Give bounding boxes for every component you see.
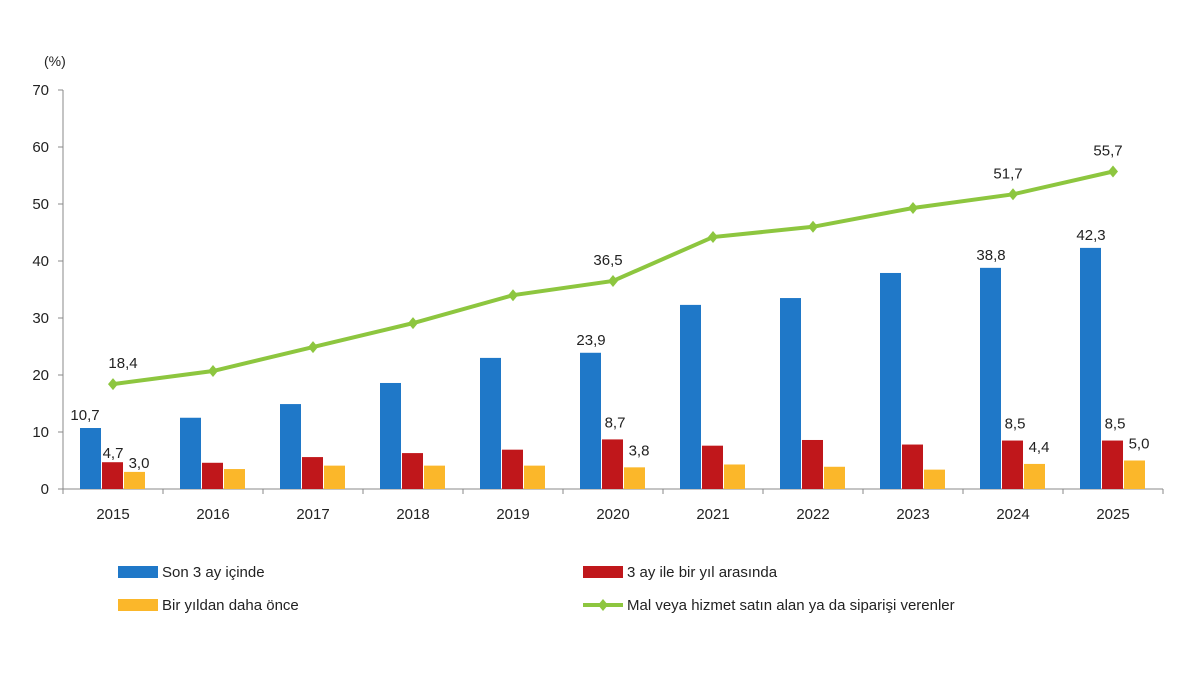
bar-bir-y-ldan-daha-nce-2016 bbox=[224, 469, 245, 489]
bar-3-ay-ile-bir-y-l-ara-2025 bbox=[1102, 440, 1123, 489]
bar-son-3-ay-i-inde-2019 bbox=[480, 357, 501, 489]
y-axis-label: (%) bbox=[44, 53, 66, 69]
line-data-label: 18,4 bbox=[108, 355, 137, 372]
y-tick-label: 10 bbox=[32, 424, 49, 441]
bar-bir-y-ldan-daha-nce-2015 bbox=[124, 471, 145, 489]
x-tick-label: 2023 bbox=[896, 506, 929, 523]
data-label: 3,8 bbox=[629, 442, 650, 459]
bar-son-3-ay-i-inde-2025 bbox=[1080, 247, 1101, 489]
bar-3-ay-ile-bir-y-l-ara-2016 bbox=[202, 462, 223, 489]
bar-bir-y-ldan-daha-nce-2025 bbox=[1124, 460, 1145, 489]
y-tick-label: 70 bbox=[32, 82, 49, 99]
bar-son-3-ay-i-inde-2024 bbox=[980, 267, 1001, 489]
y-tick-label: 40 bbox=[32, 253, 49, 270]
data-label: 8,7 bbox=[605, 414, 626, 431]
x-tick-label: 2017 bbox=[296, 506, 329, 523]
bar-son-3-ay-i-inde-2022 bbox=[780, 298, 801, 489]
line-point-2025 bbox=[1108, 165, 1118, 178]
y-tick-label: 20 bbox=[32, 367, 49, 384]
x-tick-label: 2024 bbox=[996, 506, 1029, 523]
bar-son-3-ay-i-inde-2016 bbox=[180, 417, 201, 489]
bar-3-ay-ile-bir-y-l-ara-2019 bbox=[502, 449, 523, 489]
bar-3-ay-ile-bir-y-l-ara-2017 bbox=[302, 457, 323, 489]
legend-marker bbox=[598, 599, 608, 611]
y-tick-label: 0 bbox=[41, 481, 49, 498]
bar-bir-y-ldan-daha-nce-2019 bbox=[524, 465, 545, 489]
line-point-2020 bbox=[608, 274, 618, 287]
line-point-2024 bbox=[1008, 188, 1018, 201]
legend-label: 3 ay ile bir yıl arasında bbox=[627, 564, 778, 581]
legend-swatch bbox=[118, 599, 158, 611]
bar-bir-y-ldan-daha-nce-2024 bbox=[1024, 463, 1045, 489]
data-label: 42,3 bbox=[1076, 227, 1105, 244]
bar-bir-y-ldan-daha-nce-2023 bbox=[924, 469, 945, 489]
bar-bir-y-ldan-daha-nce-2017 bbox=[324, 465, 345, 489]
data-label: 5,0 bbox=[1129, 436, 1150, 453]
bar-bir-y-ldan-daha-nce-2020 bbox=[624, 467, 645, 489]
data-label: 8,5 bbox=[1005, 416, 1026, 433]
data-label: 4,7 bbox=[103, 445, 124, 462]
bar-3-ay-ile-bir-y-l-ara-2018 bbox=[402, 453, 423, 489]
line-point-2016 bbox=[208, 365, 218, 378]
x-tick-label: 2021 bbox=[696, 506, 729, 523]
bar-son-3-ay-i-inde-2017 bbox=[280, 404, 301, 489]
legend-swatch bbox=[118, 566, 158, 578]
data-label: 38,8 bbox=[976, 247, 1005, 264]
bar-son-3-ay-i-inde-2023 bbox=[880, 272, 901, 489]
data-label: 10,7 bbox=[70, 407, 99, 424]
data-label: 3,0 bbox=[129, 455, 150, 472]
y-tick-label: 60 bbox=[32, 139, 49, 156]
bar-son-3-ay-i-inde-2018 bbox=[380, 382, 401, 489]
bar-bir-y-ldan-daha-nce-2021 bbox=[724, 464, 745, 489]
x-tick-label: 2015 bbox=[96, 506, 129, 523]
bar-son-3-ay-i-inde-2015 bbox=[80, 428, 101, 489]
bar-bir-y-ldan-daha-nce-2022 bbox=[824, 466, 845, 489]
line-data-label: 51,7 bbox=[993, 165, 1022, 182]
bar-son-3-ay-i-inde-2020 bbox=[580, 352, 601, 489]
line-point-2021 bbox=[708, 231, 718, 244]
bar-3-ay-ile-bir-y-l-ara-2022 bbox=[802, 439, 823, 489]
y-tick-label: 50 bbox=[32, 196, 49, 213]
y-tick-label: 30 bbox=[32, 310, 49, 327]
data-label: 23,9 bbox=[576, 332, 605, 349]
line-point-2018 bbox=[408, 317, 418, 330]
bar-bir-y-ldan-daha-nce-2018 bbox=[424, 465, 445, 489]
x-tick-label: 2020 bbox=[596, 506, 629, 523]
line-point-2022 bbox=[808, 220, 818, 233]
line-point-2023 bbox=[908, 201, 918, 214]
bar-3-ay-ile-bir-y-l-ara-2024 bbox=[1002, 440, 1023, 489]
bar-3-ay-ile-bir-y-l-ara-2020 bbox=[602, 439, 623, 489]
data-label: 4,4 bbox=[1029, 439, 1050, 456]
legend-swatch bbox=[583, 566, 623, 578]
bar-3-ay-ile-bir-y-l-ara-2015 bbox=[102, 462, 123, 489]
line-data-label: 55,7 bbox=[1093, 143, 1122, 160]
bar-3-ay-ile-bir-y-l-ara-2023 bbox=[902, 444, 923, 489]
line-data-label: 36,5 bbox=[593, 252, 622, 269]
x-tick-label: 2022 bbox=[796, 506, 829, 523]
line-point-2017 bbox=[308, 341, 318, 354]
legend-label: Bir yıldan daha önce bbox=[162, 597, 299, 614]
x-tick-label: 2018 bbox=[396, 506, 429, 523]
legend-label: Son 3 ay içinde bbox=[162, 564, 265, 581]
line-point-2019 bbox=[508, 289, 518, 302]
x-tick-label: 2025 bbox=[1096, 506, 1129, 523]
x-tick-label: 2016 bbox=[196, 506, 229, 523]
line-point-2015 bbox=[108, 378, 118, 391]
bar-3-ay-ile-bir-y-l-ara-2021 bbox=[702, 445, 723, 489]
data-label: 8,5 bbox=[1105, 416, 1126, 433]
legend-label: Mal veya hizmet satın alan ya da sipariş… bbox=[627, 597, 955, 614]
x-tick-label: 2019 bbox=[496, 506, 529, 523]
bar-son-3-ay-i-inde-2021 bbox=[680, 304, 701, 489]
